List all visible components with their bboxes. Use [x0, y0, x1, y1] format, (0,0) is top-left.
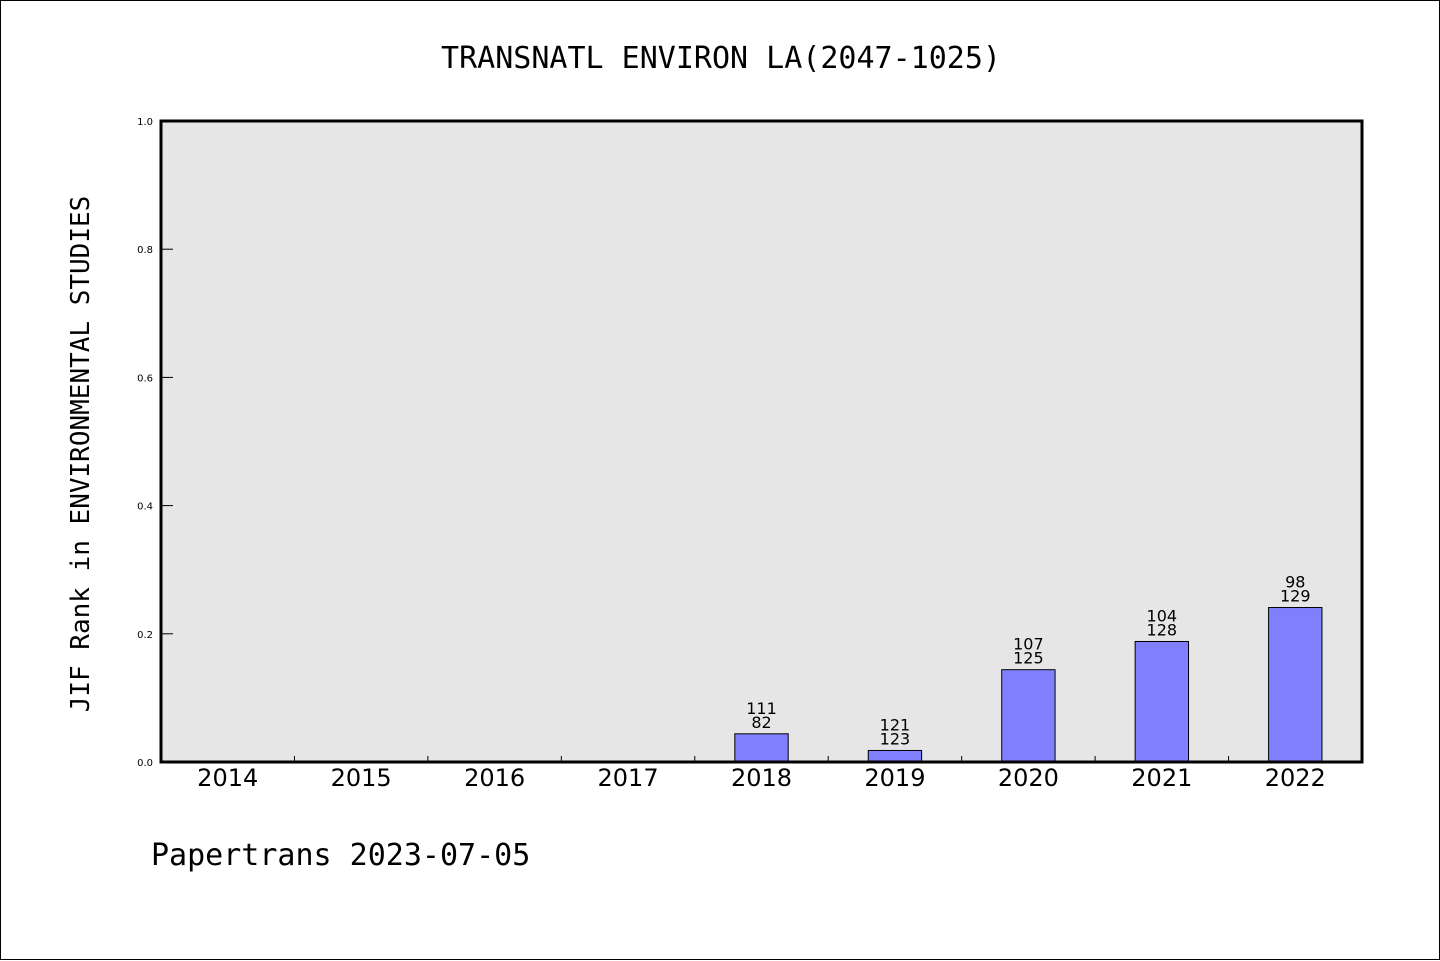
y-tick-label: 0.0 [137, 758, 153, 769]
y-tick-label: 0.2 [137, 630, 153, 641]
plot-frame [159, 119, 1364, 764]
y-tick-label: 1.0 [137, 117, 153, 128]
x-tick-label: 2021 [1131, 764, 1192, 792]
footer-text: Papertrans 2023-07-05 [151, 838, 530, 873]
y-tick-label: 0.6 [137, 373, 153, 384]
bar-data-label: 125 [1013, 649, 1044, 668]
bar-data-label: 98 [1285, 573, 1305, 592]
x-tick-label: 2017 [598, 764, 659, 792]
ticks-layer: 0.0 0.2 0.4 0.6 0.8 1.0 2014 2015 2016 2017 2018 20… [137, 117, 1326, 792]
bar-data-label: 129 [1280, 587, 1311, 606]
x-tick-label: 2014 [197, 764, 258, 792]
x-tick-label: 2020 [998, 764, 1059, 792]
x-tick-label: 2018 [731, 764, 792, 792]
bar-2019 [867, 749, 923, 763]
x-tick-label: 2015 [331, 764, 392, 792]
y-tick-label: 0.8 [137, 245, 153, 256]
bar-2020 [1001, 669, 1056, 763]
chart-title: TRANSNATL ENVIRON LA(2047-1025) [441, 41, 1001, 76]
bar-data-label: 107 [1013, 635, 1044, 654]
bar-data-label: 111 [746, 699, 777, 718]
bar-data-label: 104 [1147, 606, 1178, 625]
x-tick-label: 2019 [864, 764, 925, 792]
x-tick-label: 2022 [1265, 764, 1326, 792]
bar-data-label: 82 [751, 713, 771, 732]
bar-2018 [734, 733, 789, 763]
y-tick-label: 0.4 [137, 502, 153, 513]
bar-data-label: 123 [880, 729, 911, 748]
bar-2022 [1268, 607, 1323, 763]
y-axis-label: JIF Rank in ENVIRONMENTAL STUDIES [66, 196, 96, 713]
bar-data-label: 128 [1147, 620, 1178, 639]
bar-2021 [1134, 640, 1190, 763]
x-tick-label: 2016 [464, 764, 525, 792]
bar-data-label: 121 [880, 715, 911, 734]
